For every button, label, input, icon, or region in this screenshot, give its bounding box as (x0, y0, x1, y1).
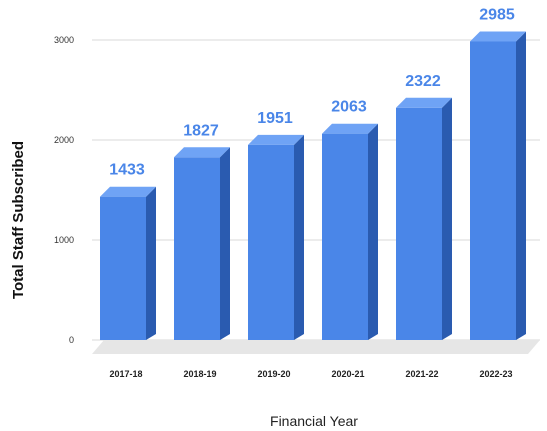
y-tick-label-1000: 1000 (54, 235, 74, 245)
bar-front-2022-23 (470, 41, 516, 340)
x-tick-label-2020-21: 2020-21 (331, 369, 364, 379)
data-label-2017-18: 1433 (109, 162, 145, 179)
bar-2022-23: 2985 (470, 7, 526, 340)
bar-top-2019-20 (248, 134, 304, 145)
x-axis-ticks: 2017-18 2018-19 2019-20 2020-21 2021-22 2022-… (109, 369, 512, 379)
bar-top-2022-23 (470, 31, 526, 42)
bar-top-2017-18 (100, 186, 156, 197)
bar-side-2018-19 (220, 147, 230, 340)
data-label-2019-20: 1951 (257, 110, 293, 127)
bar-2017-18: 1433 (100, 162, 156, 340)
bar-2020-21: 2063 (322, 99, 378, 340)
x-tick-label-2018-19: 2018-19 (183, 369, 216, 379)
bar-2018-19: 1827 (174, 122, 230, 340)
bar-top-2021-22 (396, 97, 452, 108)
bar-side-2021-22 (442, 97, 452, 340)
bar-side-2020-21 (368, 123, 378, 340)
x-tick-label-2021-22: 2021-22 (405, 369, 438, 379)
chart-floor (92, 340, 540, 354)
x-tick-label-2019-20: 2019-20 (257, 369, 290, 379)
bars: 1433 1827 1951 2063 2322 2985 (100, 7, 526, 340)
x-axis-title: Financial Year (270, 413, 358, 429)
bar-side-2022-23 (516, 31, 526, 340)
bar-side-2019-20 (294, 134, 304, 340)
bar-2021-22: 2322 (396, 73, 452, 340)
bar-top-2018-19 (174, 147, 230, 158)
y-axis-title: Total Staff Subscribed (10, 141, 27, 299)
bar-front-2019-20 (248, 144, 294, 340)
data-label-2020-21: 2063 (331, 99, 367, 116)
x-tick-label-2017-18: 2017-18 (109, 369, 142, 379)
y-axis-ticks: 0 1000 2000 3000 (54, 35, 74, 345)
bar-front-2018-19 (174, 157, 220, 340)
bar-side-2017-18 (146, 186, 156, 340)
bar-front-2021-22 (396, 107, 442, 340)
bar-2019-20: 1951 (248, 110, 304, 340)
data-label-2022-23: 2985 (479, 7, 515, 24)
y-tick-label-3000: 3000 (54, 35, 74, 45)
bar-front-2017-18 (100, 196, 146, 340)
y-tick-label-0: 0 (69, 335, 74, 345)
data-label-2021-22: 2322 (405, 73, 441, 90)
bar-top-2020-21 (322, 123, 378, 134)
bar-front-2020-21 (322, 133, 368, 340)
data-label-2018-19: 1827 (183, 122, 219, 139)
y-tick-label-2000: 2000 (54, 135, 74, 145)
x-tick-label-2022-23: 2022-23 (479, 369, 512, 379)
